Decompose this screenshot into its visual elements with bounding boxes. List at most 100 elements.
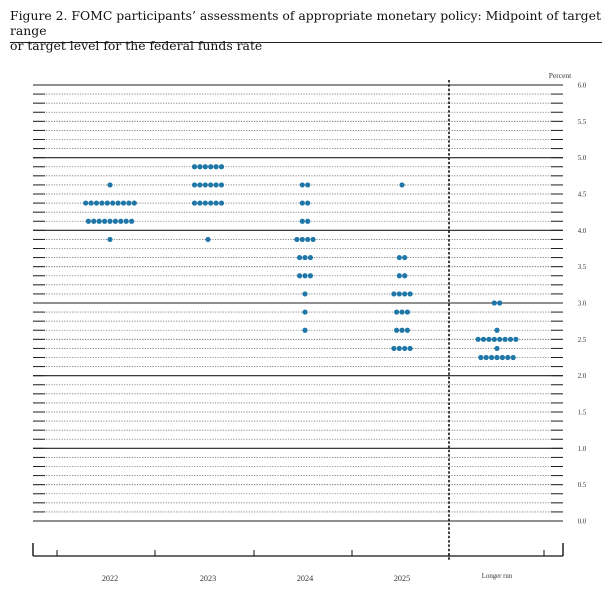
dot-point — [299, 182, 305, 188]
x-category-label: 2022 — [102, 574, 118, 583]
dot-point — [505, 354, 511, 361]
figure-caption: Figure 2. FOMC participants’ assessments… — [10, 8, 602, 53]
dot-point — [202, 182, 208, 188]
x-category-label: 2023 — [200, 574, 216, 583]
dot-point — [202, 164, 208, 170]
dot-point — [502, 336, 508, 342]
dot-point — [307, 273, 313, 279]
dot-point — [91, 218, 97, 224]
dot-point — [513, 336, 519, 342]
frame-layer — [32, 80, 564, 560]
dot-point — [93, 200, 100, 206]
dot-point — [486, 336, 492, 342]
dot-point — [191, 200, 198, 206]
dot-point — [83, 200, 89, 206]
y-tick-label: 4.0 — [578, 228, 587, 235]
dot-point — [191, 182, 198, 188]
dot-point — [475, 336, 481, 342]
dot-point — [118, 218, 124, 224]
dot-point — [491, 336, 497, 342]
dot-point — [120, 200, 127, 206]
dot-point — [402, 254, 408, 261]
dot-point — [302, 291, 308, 297]
dot-point — [85, 218, 91, 224]
dot-point — [402, 273, 408, 279]
dot-point — [213, 200, 219, 206]
dot-point — [307, 254, 313, 261]
y-tick-label: 3.5 — [578, 264, 587, 271]
dot-point — [126, 200, 132, 206]
dot-point — [507, 336, 514, 342]
dot-point — [129, 218, 135, 224]
dot-point — [404, 327, 410, 333]
dot-point — [399, 309, 405, 315]
y-tick-label: 5.5 — [578, 119, 587, 126]
dot-point — [407, 345, 413, 352]
dots-layer — [83, 164, 519, 361]
dot-point — [299, 200, 305, 206]
y-tick-label: 2.0 — [578, 373, 587, 380]
dot-point — [483, 354, 489, 361]
dot-point — [305, 200, 311, 206]
dot-point — [310, 236, 316, 243]
dot-point — [115, 200, 121, 206]
y-tick-label: 3.0 — [578, 301, 587, 308]
y-tick-label: 5.0 — [578, 155, 587, 162]
dot-point — [407, 291, 413, 297]
dot-point — [218, 200, 225, 206]
dot-point — [305, 218, 311, 224]
dot-point — [197, 200, 203, 206]
dot-point — [396, 291, 402, 297]
dot-point — [489, 354, 495, 361]
dot-point — [102, 218, 108, 224]
dot-point — [208, 182, 214, 188]
dot-point — [218, 164, 225, 170]
dot-point — [107, 182, 113, 188]
labels-layer: 0.0 0.5 1.0 1.5 2.0 2.5 3.0 3.5 4.0 4.5 5.0 5.5 6.0 2… — [102, 83, 587, 584]
dot-point — [208, 164, 214, 170]
x-category-label: 2024 — [297, 574, 313, 583]
dot-point — [302, 254, 308, 261]
dot-point — [399, 182, 405, 188]
dot-point — [394, 309, 400, 315]
dot-point — [299, 218, 305, 224]
dot-point — [197, 182, 203, 188]
dot-point — [110, 200, 116, 206]
dot-point — [497, 300, 503, 306]
dot-point — [99, 200, 105, 206]
dot-point — [131, 200, 137, 206]
dot-point — [402, 291, 408, 297]
y-tick-label: 6.0 — [578, 83, 587, 90]
dot-point — [396, 345, 402, 352]
dot-point — [208, 200, 214, 206]
dot-point — [394, 327, 400, 333]
dot-point — [494, 354, 500, 361]
y-tick-label: 1.5 — [578, 410, 587, 417]
dot-point — [123, 218, 129, 224]
x-category-label: 2025 — [394, 574, 410, 583]
dot-point — [213, 164, 219, 170]
grid-layer — [33, 84, 563, 522]
dot-point — [96, 218, 102, 224]
dot-point — [391, 345, 397, 352]
dot-point — [302, 273, 308, 279]
caption-divider — [10, 42, 602, 43]
y-tick-label: 4.5 — [578, 192, 587, 199]
dot-point — [499, 354, 505, 361]
dot-point — [302, 327, 308, 333]
dot-point — [491, 300, 497, 306]
y-tick-label: 1.0 — [578, 446, 587, 453]
dot-point — [396, 254, 402, 261]
dot-point — [302, 309, 308, 315]
dot-point — [396, 273, 402, 279]
dot-point — [297, 254, 303, 261]
dot-point — [88, 200, 94, 206]
dot-point — [107, 236, 113, 243]
dot-point — [399, 327, 405, 333]
dot-point — [391, 291, 397, 297]
dot-point — [202, 200, 208, 206]
caption-line-1: Figure 2. FOMC participants’ assessments… — [10, 8, 601, 38]
dot-point — [205, 236, 211, 243]
dot-point — [404, 309, 410, 315]
